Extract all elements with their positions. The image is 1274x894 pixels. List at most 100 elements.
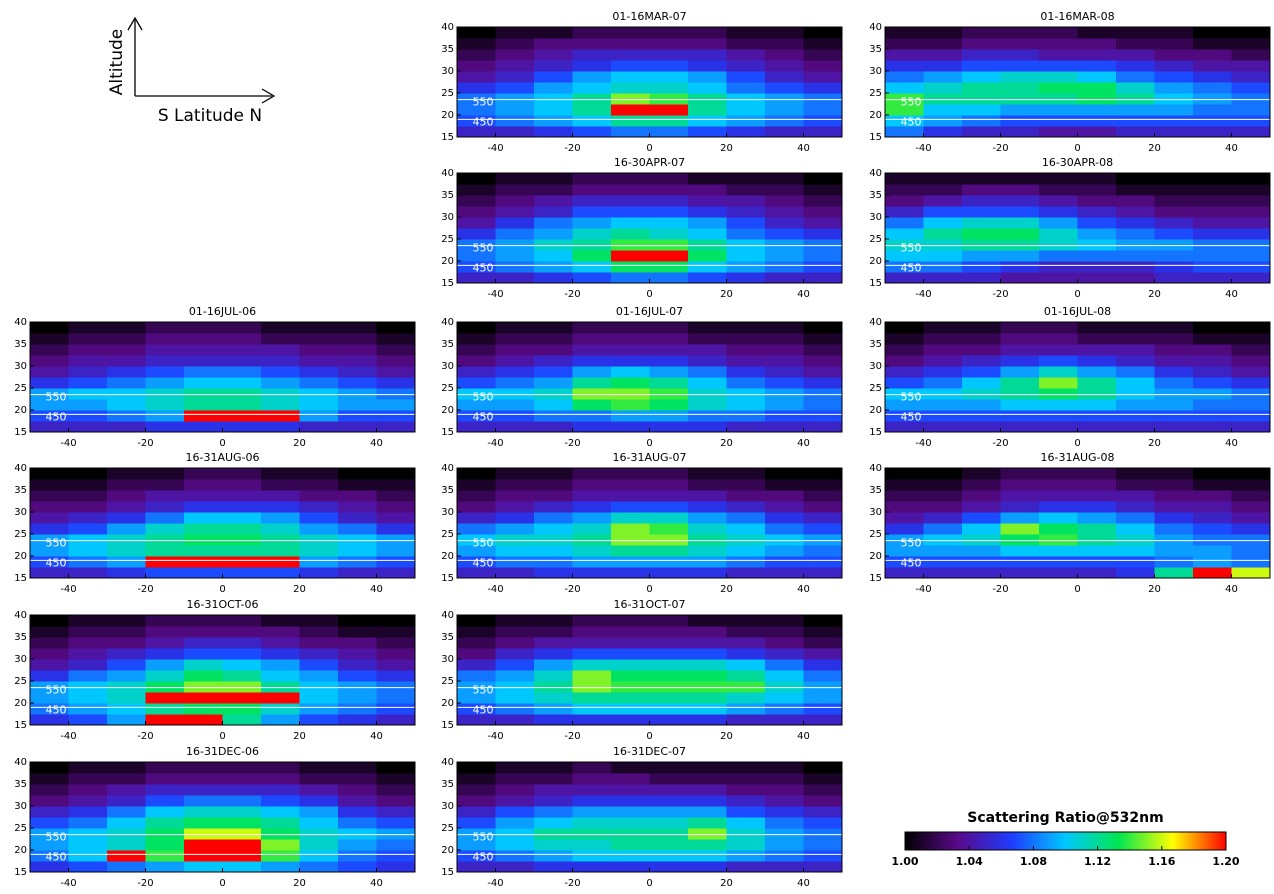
heatmap-cell: [962, 126, 1001, 138]
heatmap-cell: [611, 817, 650, 829]
heatmap-cell: [184, 545, 223, 557]
heatmap-cell: [885, 399, 924, 411]
heatmap-cell: [457, 104, 496, 116]
heatmap-cell: [338, 322, 377, 334]
heatmap-cell: [299, 637, 339, 649]
heatmap-cell: [611, 38, 650, 50]
heatmap-cell: [726, 773, 766, 785]
heatmap-cell: [1116, 501, 1155, 513]
heatmap-cell: [222, 567, 262, 579]
heatmap-cell: [803, 479, 843, 491]
x-tick-label: 0: [646, 289, 652, 300]
heatmap-cell: [962, 534, 1001, 546]
heatmap-cell: [1077, 104, 1117, 116]
heatmap-cell: [1000, 82, 1040, 94]
heatmap-cell: [1116, 104, 1155, 116]
y-tick-label: 30: [14, 801, 27, 812]
heatmap-cell: [534, 567, 573, 579]
heatmap-cell: [107, 322, 146, 334]
heatmap-cell: [30, 421, 69, 433]
heatmap-cell: [803, 670, 843, 682]
isentrope-label: 550: [46, 831, 67, 844]
heatmap-cell: [1000, 217, 1040, 229]
heatmap-cell: [534, 817, 573, 829]
heatmap-cell: [572, 60, 612, 72]
heatmap-cell: [495, 850, 535, 862]
heatmap-cell: [30, 322, 69, 334]
heatmap-cell: [803, 377, 843, 389]
heatmap-cell: [1231, 399, 1271, 411]
heatmap-cell: [885, 567, 924, 579]
heatmap-cell: [145, 344, 185, 356]
heatmap-cell: [495, 344, 535, 356]
heatmap-cell: [222, 468, 262, 480]
heatmap-cell: [261, 850, 300, 862]
heatmap-cell: [726, 501, 766, 513]
heatmap-cell: [1039, 38, 1078, 50]
heatmap-cell: [611, 534, 650, 546]
heatmap-cell: [923, 468, 963, 480]
heatmap-cell: [184, 344, 223, 356]
heatmap-cell: [1000, 104, 1040, 116]
heatmap-cell: [649, 410, 689, 422]
heatmap-cell: [222, 377, 262, 389]
heatmap-cell: [726, 784, 766, 796]
heatmap-cell: [184, 626, 223, 638]
heatmap-cell: [1116, 556, 1155, 568]
heatmap-cell: [222, 806, 262, 818]
heatmap-cell: [1116, 388, 1155, 400]
heatmap-cell: [765, 355, 804, 367]
heatmap-cell: [572, 762, 612, 774]
x-tick-label: 0: [646, 731, 652, 742]
heatmap-cell: [376, 388, 416, 400]
heatmap-cell: [1000, 261, 1040, 273]
heatmap-cell: [765, 692, 804, 704]
heatmap-cell: [457, 410, 496, 422]
heatmap-cell: [1193, 239, 1232, 251]
heatmap-cell: [611, 850, 650, 862]
isentrope-label: 550: [46, 684, 67, 697]
y-tick-label: 35: [441, 190, 454, 201]
heatmap-cell: [923, 388, 963, 400]
heatmap-cell: [803, 703, 843, 715]
heatmap-cell: [688, 60, 727, 72]
heatmap-cell: [885, 534, 924, 546]
heatmap-cell: [765, 322, 804, 334]
heatmap-cell: [495, 399, 535, 411]
heatmap-cell: [495, 250, 535, 262]
heatmap-cell: [649, 261, 689, 273]
heatmap-cell: [803, 38, 843, 50]
heatmap-cell: [145, 681, 185, 693]
x-tick-label: -40: [915, 438, 931, 449]
heatmap-cell: [1154, 228, 1194, 240]
heatmap-cell: [962, 184, 1001, 196]
heatmap-cell: [1039, 534, 1078, 546]
y-tick-label: 35: [14, 339, 27, 350]
heatmap-cell: [1077, 399, 1117, 411]
heatmap-cell: [611, 93, 650, 105]
heatmap-cell: [457, 272, 496, 284]
y-tick-label: 30: [14, 654, 27, 665]
x-tick-label: 0: [646, 438, 652, 449]
heatmap-cell: [1000, 195, 1040, 207]
heatmap-cell: [885, 228, 924, 240]
y-tick-label: 25: [869, 529, 882, 540]
heatmap-cell: [495, 421, 535, 433]
heatmap-cell: [1077, 523, 1117, 535]
heatmap-cell: [1000, 556, 1040, 568]
heatmap-cell: [338, 377, 377, 389]
y-tick-label: 25: [14, 529, 27, 540]
heatmap-cell: [1039, 184, 1078, 196]
heatmap-cell: [885, 250, 924, 262]
heatmap-cell: [299, 626, 339, 638]
heatmap-cell: [261, 410, 300, 422]
heatmap-cell: [765, 714, 804, 726]
heatmap-cell: [611, 71, 650, 83]
isentrope-label: 450: [46, 410, 67, 423]
heatmap-cell: [1193, 355, 1232, 367]
y-tick-label: 20: [441, 551, 454, 562]
heatmap-cell: [765, 556, 804, 568]
heatmap-cell: [1039, 206, 1078, 218]
heatmap-cell: [1116, 217, 1155, 229]
